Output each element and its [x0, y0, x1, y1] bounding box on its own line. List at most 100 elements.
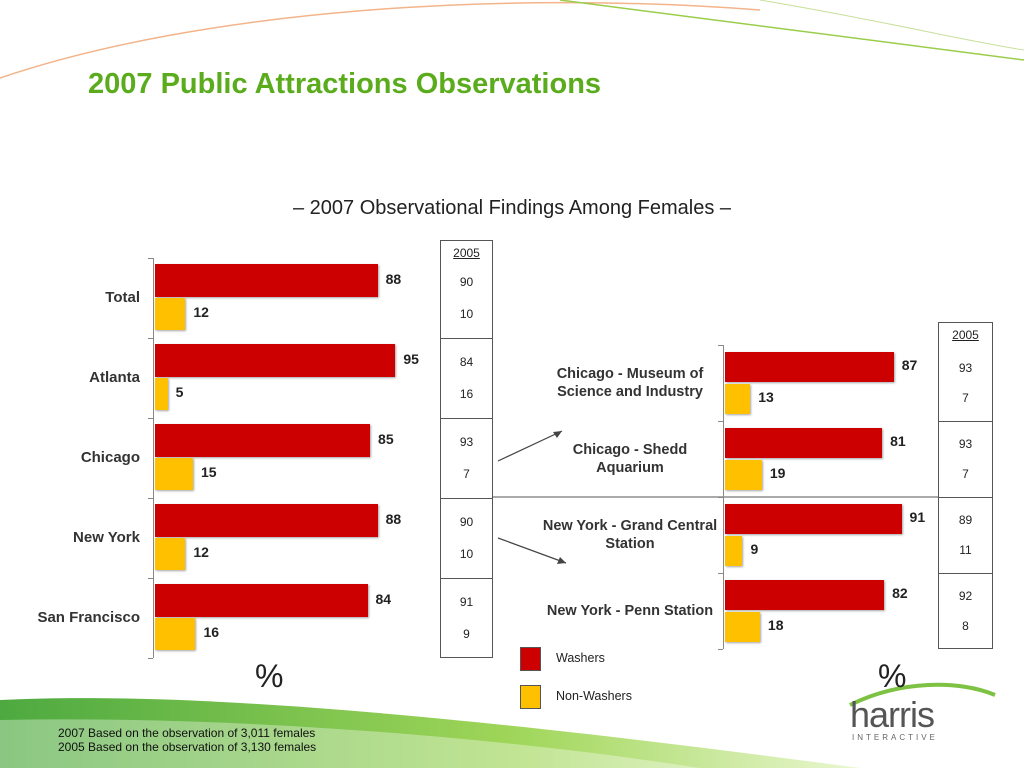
- slide-title: 2007 Public Attractions Observations: [88, 68, 602, 100]
- category-label: New York - Penn Station: [546, 603, 714, 619]
- category-label: Total: [105, 289, 140, 306]
- value-label: 95: [403, 350, 419, 367]
- table-divider: [938, 421, 993, 422]
- footnote: 2007 Based on the observation of 3,011 f…: [58, 726, 316, 740]
- value-label: 5: [175, 384, 184, 400]
- category-label: Chicago - Museum of Science and Industry: [556, 366, 704, 400]
- table-value: 84: [459, 355, 474, 369]
- axis-tick: [148, 418, 153, 419]
- axis-tick: [718, 573, 723, 574]
- value-label: 12: [193, 304, 209, 320]
- table-value: 9: [463, 627, 470, 641]
- bar: [155, 504, 378, 537]
- bar: [155, 538, 186, 570]
- bar: [155, 344, 396, 377]
- bar: [155, 298, 186, 330]
- value-label: 85: [378, 430, 394, 447]
- table-value: 7: [962, 467, 969, 481]
- value-label: 91: [909, 509, 926, 525]
- bar: [725, 504, 902, 534]
- legend-swatch: [520, 685, 541, 709]
- legend-swatch: [520, 647, 541, 671]
- bar: [725, 384, 751, 414]
- bar: [725, 580, 885, 610]
- table-value: 8: [962, 619, 969, 633]
- value-label: 84: [375, 590, 392, 607]
- value-label: 19: [769, 465, 786, 481]
- bar: [725, 536, 743, 566]
- table-value: 7: [463, 467, 470, 481]
- table-value: 93: [958, 437, 973, 451]
- table-value: 89: [958, 513, 973, 527]
- table-value: 93: [958, 361, 973, 375]
- table-value: 90: [459, 275, 474, 289]
- category-label: Atlanta: [89, 369, 140, 386]
- subtitle: – 2007 Observational Findings Among Fema…: [292, 197, 732, 219]
- bar: [155, 264, 378, 297]
- table-divider: [938, 573, 993, 574]
- unit-label: %: [255, 658, 284, 694]
- table-header: 2005: [453, 246, 480, 260]
- table-value: 93: [459, 435, 474, 449]
- category-label: New York - Grand Central Station: [542, 518, 718, 552]
- table-value: 16: [459, 387, 474, 401]
- value-label: 88: [385, 510, 402, 527]
- axis-tick: [718, 497, 723, 498]
- table-value: 10: [459, 307, 474, 321]
- axis-tick: [148, 498, 153, 499]
- bar: [155, 458, 193, 490]
- table-divider: [440, 418, 493, 419]
- table-value: 91: [459, 595, 474, 609]
- legend-label: Washers: [556, 651, 605, 665]
- bar: [155, 378, 168, 410]
- axis-tick: [148, 658, 153, 659]
- category-label: Chicago - Shedd Aquarium: [572, 442, 688, 476]
- axis-line: [153, 258, 154, 658]
- table-value: 92: [958, 589, 973, 603]
- value-label: 81: [890, 433, 906, 449]
- category-label: New York: [73, 529, 140, 546]
- comparison-table: [938, 322, 993, 649]
- axis-tick: [718, 345, 723, 346]
- table-header: 2005: [952, 328, 979, 342]
- table-divider: [938, 497, 993, 498]
- table-divider: [440, 498, 493, 499]
- bar: [725, 428, 883, 458]
- logo-name: harris: [850, 694, 935, 735]
- footnotes: 2007 Based on the observation of 3,011 f…: [58, 726, 316, 754]
- value-label: 16: [203, 624, 220, 640]
- table-divider: [440, 338, 493, 339]
- category-label: San Francisco: [37, 609, 140, 626]
- axis-tick: [148, 578, 153, 579]
- category-label: Chicago: [80, 449, 140, 466]
- axis-line: [723, 345, 724, 649]
- value-label: 13: [758, 389, 774, 405]
- table-value: 11: [959, 543, 972, 557]
- unit-label: %: [878, 658, 907, 694]
- axis-tick: [718, 649, 723, 650]
- value-label: 18: [767, 617, 784, 633]
- bar: [155, 618, 196, 650]
- axis-tick: [148, 258, 153, 259]
- value-label: 12: [193, 544, 209, 560]
- value-label: 9: [750, 541, 759, 557]
- bar: [725, 460, 762, 490]
- table-divider: [440, 578, 493, 579]
- bar: [155, 584, 368, 617]
- value-label: 88: [385, 270, 402, 287]
- bar: [155, 424, 371, 457]
- comparison-table: [440, 240, 493, 658]
- value-label: 87: [901, 357, 918, 373]
- bar: [725, 612, 760, 642]
- value-label: 15: [200, 464, 217, 480]
- bar: [725, 352, 894, 382]
- legend-label: Non-Washers: [556, 689, 632, 703]
- value-label: 82: [892, 585, 908, 601]
- table-value: 10: [459, 547, 474, 561]
- table-value: 7: [962, 391, 969, 405]
- table-value: 90: [459, 515, 474, 529]
- footnote: 2005 Based on the observation of 3,130 f…: [58, 740, 317, 754]
- logo-tagline: INTERACTIVE: [852, 733, 938, 742]
- axis-tick: [148, 338, 153, 339]
